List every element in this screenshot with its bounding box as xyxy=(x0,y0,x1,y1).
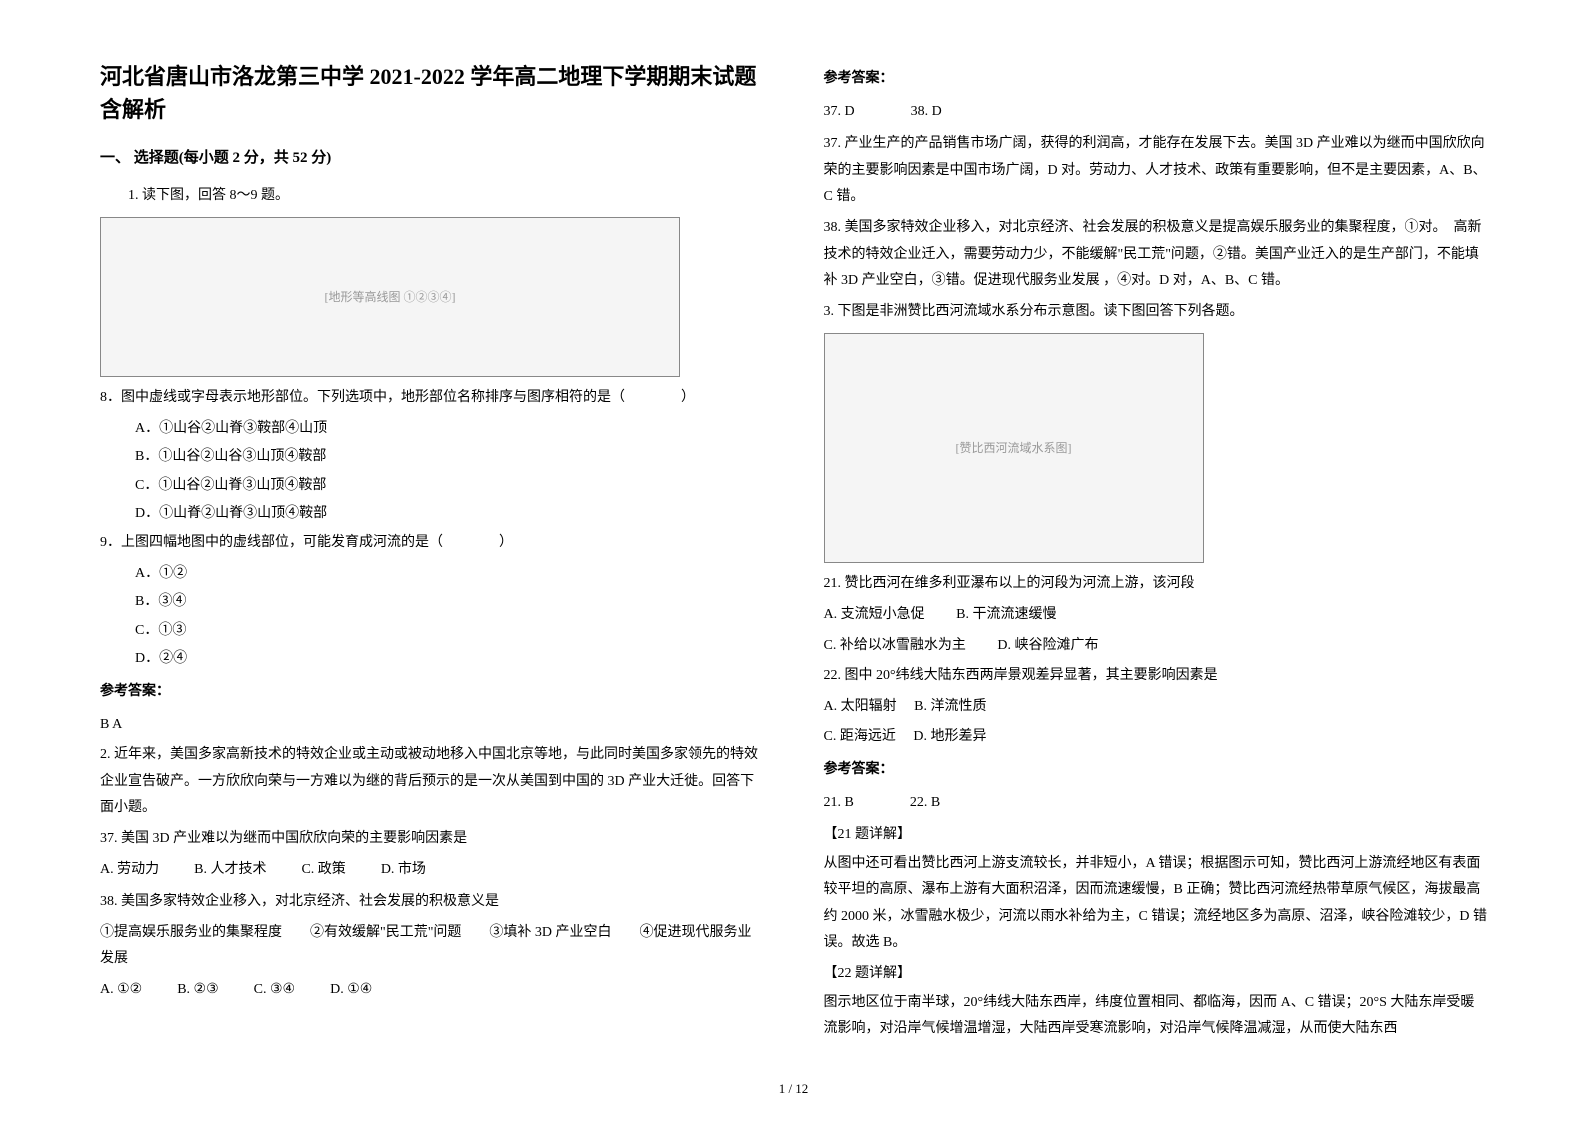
q22-options-row2: C. 距海远近 D. 地形差异 xyxy=(824,724,1488,751)
q22-option-d: D. 地形差异 xyxy=(913,729,986,744)
answer-header-1: 参考答案： xyxy=(100,679,764,706)
q8-stem: 8．图中虚线或字母表示地形部位。下列选项中，地形部位名称排序与图序相符的是（ ） xyxy=(100,385,764,412)
left-column: 河北省唐山市洛龙第三中学 2021-2022 学年高二地理下学期期末试题含解析 … xyxy=(100,60,764,1092)
q8-option-b: B．①山谷②山谷③山顶④鞍部 xyxy=(135,444,764,471)
answer-37-38: 37. D 38. D xyxy=(824,99,1488,126)
q38-options: A. ①② B. ②③ C. ③④ D. ①④ xyxy=(100,977,764,1004)
answer-21-22: 21. B 22. B xyxy=(824,790,1488,817)
explanation-38: 38. 美国多家特效企业移入，对北京经济、社会发展的积极意义是提高娱乐服务业的集… xyxy=(824,215,1488,295)
exp-21-header: 【21 题详解】 xyxy=(824,822,1488,849)
q8-options: A．①山谷②山脊③鞍部④山顶 B．①山谷②山谷③山顶④鞍部 C．①山谷②山脊③山… xyxy=(100,416,764,528)
section-1-header: 一、 选择题(每小题 2 分，共 52 分) xyxy=(100,144,764,173)
q9-option-d: D．②④ xyxy=(135,646,764,673)
answer-37: 37. D xyxy=(824,99,855,126)
q21-option-d: D. 峡谷险滩广布 xyxy=(997,638,1098,653)
q37-option-b: B. 人才技术 xyxy=(194,857,266,884)
q9-stem: 9．上图四幅地图中的虚线部位，可能发育成河流的是（ ） xyxy=(100,530,764,557)
q37-option-d: D. 市场 xyxy=(381,857,426,884)
q21-option-b: B. 干流流速缓慢 xyxy=(956,607,1056,622)
q22-options-row1: A. 太阳辐射 B. 洋流性质 xyxy=(824,694,1488,721)
topographic-figure: [地形等高线图 ①②③④] xyxy=(100,217,680,377)
q8-option-a: A．①山谷②山脊③鞍部④山顶 xyxy=(135,416,764,443)
q8-option-d: D．①山脊②山脊③山顶④鞍部 xyxy=(135,501,764,528)
answer-22: 22. B xyxy=(910,790,940,817)
q37-option-a: A. 劳动力 xyxy=(100,857,159,884)
q21-options-row2: C. 补给以冰雪融水为主 D. 峡谷险滩广布 xyxy=(824,633,1488,660)
exp-22-header: 【22 题详解】 xyxy=(824,961,1488,988)
q38-items: ①提高娱乐服务业的集聚程度 ②有效缓解"民工荒"问题 ③填补 3D 产业空白 ④… xyxy=(100,920,764,973)
q22-option-b: B. 洋流性质 xyxy=(914,699,986,714)
q38-option-d: D. ①④ xyxy=(330,977,372,1004)
q9-option-c: C．①③ xyxy=(135,618,764,645)
answer-8-9: B A xyxy=(100,712,764,739)
q21-option-c: C. 补给以冰雪融水为主 xyxy=(824,638,966,653)
q22-option-a: A. 太阳辐射 xyxy=(824,699,897,714)
q9-option-a: A．①② xyxy=(135,561,764,588)
explanation-21: 从图中还可看出赞比西河上游支流较长，并非短小，A 错误；根据图示可知，赞比西河上… xyxy=(824,851,1488,957)
q21-stem: 21. 赞比西河在维多利亚瀑布以上的河段为河流上游，该河段 xyxy=(824,571,1488,598)
q9-option-b: B．③④ xyxy=(135,589,764,616)
q21-options-row1: A. 支流短小急促 B. 干流流速缓慢 xyxy=(824,602,1488,629)
q22-stem: 22. 图中 20°纬线大陆东西两岸景观差异显著，其主要影响因素是 xyxy=(824,663,1488,690)
answer-21: 21. B xyxy=(824,790,854,817)
q38-stem: 38. 美国多家特效企业移入，对北京经济、社会发展的积极意义是 xyxy=(100,889,764,916)
q8-option-c: C．①山谷②山脊③山顶④鞍部 xyxy=(135,473,764,500)
page-number: 1 / 12 xyxy=(779,1077,809,1102)
q22-option-c: C. 距海远近 xyxy=(824,729,896,744)
q38-option-a: A. ①② xyxy=(100,977,142,1004)
q38-option-c: C. ③④ xyxy=(254,977,295,1004)
q2-intro: 2. 近年来，美国多家高新技术的特效企业或主动或被动地移入中国北京等地，与此同时… xyxy=(100,742,764,822)
answer-header-2: 参考答案： xyxy=(824,66,1488,93)
explanation-22: 图示地区位于南半球，20°纬线大陆东西岸，纬度位置相同、都临海，因而 A、C 错… xyxy=(824,990,1488,1043)
q37-options: A. 劳动力 B. 人才技术 C. 政策 D. 市场 xyxy=(100,857,764,884)
q37-option-c: C. 政策 xyxy=(301,857,345,884)
q1-intro: 1. 读下图，回答 8～9 题。 xyxy=(100,183,764,210)
figure-label: [赞比西河流域水系图] xyxy=(956,437,1072,460)
q9-options: A．①② B．③④ C．①③ D．②④ xyxy=(100,561,764,673)
answer-header-3: 参考答案： xyxy=(824,757,1488,784)
answer-38: 38. D xyxy=(911,99,942,126)
q3-intro: 3. 下图是非洲赞比西河流域水系分布示意图。读下图回答下列各题。 xyxy=(824,299,1488,326)
q21-option-a: A. 支流短小急促 xyxy=(824,607,925,622)
zambezi-map-figure: [赞比西河流域水系图] xyxy=(824,333,1204,563)
exam-title: 河北省唐山市洛龙第三中学 2021-2022 学年高二地理下学期期末试题含解析 xyxy=(100,60,764,126)
figure-label: [地形等高线图 ①②③④] xyxy=(325,286,456,309)
explanation-37: 37. 产业生产的产品销售市场广阔，获得的利润高，才能存在发展下去。美国 3D … xyxy=(824,131,1488,211)
right-column: 参考答案： 37. D 38. D 37. 产业生产的产品销售市场广阔，获得的利… xyxy=(824,60,1488,1092)
q38-option-b: B. ②③ xyxy=(177,977,218,1004)
q37-stem: 37. 美国 3D 产业难以为继而中国欣欣向荣的主要影响因素是 xyxy=(100,826,764,853)
